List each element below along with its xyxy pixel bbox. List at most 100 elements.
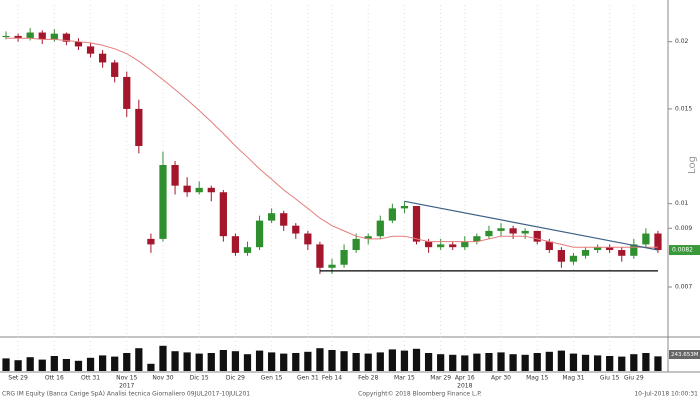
x-tick-label: Ott 31	[81, 375, 100, 382]
candle-body	[642, 233, 650, 245]
y-tick-label: 0.015	[675, 105, 692, 112]
last-price-label: 0.0082	[672, 247, 693, 254]
candle-body	[328, 264, 336, 268]
candle-body	[255, 220, 264, 248]
x-tick-label: Dic 15	[190, 375, 209, 382]
volume-bar	[412, 348, 421, 371]
candle-body	[74, 41, 83, 47]
volume-bar	[219, 350, 227, 371]
volume-bar	[545, 351, 553, 371]
candle-body	[195, 187, 203, 193]
candle-body	[581, 250, 590, 256]
candle-body	[545, 241, 553, 251]
volume-bar	[231, 351, 240, 371]
volume-bar	[497, 352, 505, 371]
volume-bar	[521, 354, 529, 371]
x-tick-label: Nov 15	[116, 375, 137, 382]
year-label: 2017	[119, 383, 134, 390]
x-tick-label: Giu 15	[600, 375, 620, 382]
volume-bar	[557, 350, 566, 371]
x-tick-label: Dic 29	[226, 375, 245, 382]
volume-bar	[280, 353, 288, 371]
volume-bar	[630, 354, 638, 371]
volume-bar	[2, 358, 10, 371]
volume-bar	[606, 356, 614, 371]
volume-bar	[581, 354, 590, 371]
volume-bar	[352, 353, 360, 371]
y-tick-label: 0.007	[675, 283, 692, 290]
candle-body	[497, 228, 505, 231]
candle-body	[521, 230, 529, 234]
candle-body	[388, 208, 396, 221]
candle-body	[630, 244, 638, 256]
candle-body	[533, 230, 541, 242]
candle-body	[243, 247, 252, 253]
candle-body	[461, 241, 469, 248]
footer-center: Copyright© 2018 Bloomberg Finance L.P.	[358, 391, 482, 398]
candle-body	[473, 236, 481, 242]
candle-body	[2, 35, 10, 38]
candle-body	[171, 164, 179, 186]
volume-bar	[340, 351, 348, 371]
candle-body	[50, 33, 58, 40]
volume-bar	[316, 348, 324, 371]
footer-left: CRG IM Equity (Banca Carige SpA) Analisi…	[2, 391, 250, 398]
x-tick-label: Apr 30	[491, 375, 511, 382]
volume-bar	[243, 354, 252, 371]
candle-body	[268, 213, 276, 221]
volume-bar	[461, 355, 469, 371]
moving-average	[6, 37, 658, 248]
x-tick-label: Mar 15	[394, 375, 415, 382]
candle-body	[593, 247, 602, 251]
volume-bar	[364, 353, 372, 371]
volume-bar	[642, 353, 650, 371]
volume-bar	[255, 350, 264, 371]
volume-bar	[292, 353, 300, 371]
volume-bar	[328, 350, 336, 371]
volume-bar	[98, 355, 107, 371]
candle-body	[364, 236, 372, 239]
candle-body	[437, 244, 445, 248]
volume-bar	[376, 352, 384, 371]
candle-body	[316, 244, 324, 268]
volume-bar	[509, 354, 517, 371]
volume-bar	[593, 355, 602, 371]
candle-body	[557, 250, 566, 262]
x-tick-label: Feb 14	[322, 375, 342, 382]
footer-right: 10-Jul-2018 10:00:31	[634, 391, 698, 398]
y-axis-label: Log	[687, 156, 698, 174]
candle-body	[400, 206, 409, 209]
volume-bar	[171, 351, 179, 371]
volume-bar	[183, 352, 191, 371]
candle-body	[26, 32, 34, 39]
volume-bar	[268, 352, 276, 371]
last-price-tag	[669, 245, 700, 256]
candle-body	[449, 244, 457, 248]
volume-bar	[449, 354, 457, 371]
volume-bar	[159, 345, 167, 371]
volume-bar	[147, 363, 155, 371]
candle-body	[412, 206, 421, 242]
volume-bar	[195, 353, 203, 371]
trendline	[404, 200, 659, 251]
candle-body	[14, 35, 22, 39]
volume-label-box	[669, 350, 700, 359]
volume-bar	[437, 354, 445, 371]
volume-bar	[111, 356, 119, 371]
volume-bar	[135, 348, 143, 371]
candle-body	[135, 108, 143, 146]
candle-body	[207, 187, 215, 193]
candle-body	[38, 32, 46, 40]
volume-bar	[400, 350, 409, 371]
candle-body	[376, 220, 384, 237]
volume-bar	[569, 353, 578, 371]
volume-bar	[304, 351, 312, 371]
candle-body	[231, 236, 240, 253]
volume-bar	[50, 356, 58, 371]
volume-bar	[26, 357, 34, 371]
candle-body	[485, 230, 493, 237]
candle-body	[352, 238, 360, 251]
x-tick-label: Gen 31	[297, 375, 319, 382]
candle-body	[509, 228, 517, 234]
